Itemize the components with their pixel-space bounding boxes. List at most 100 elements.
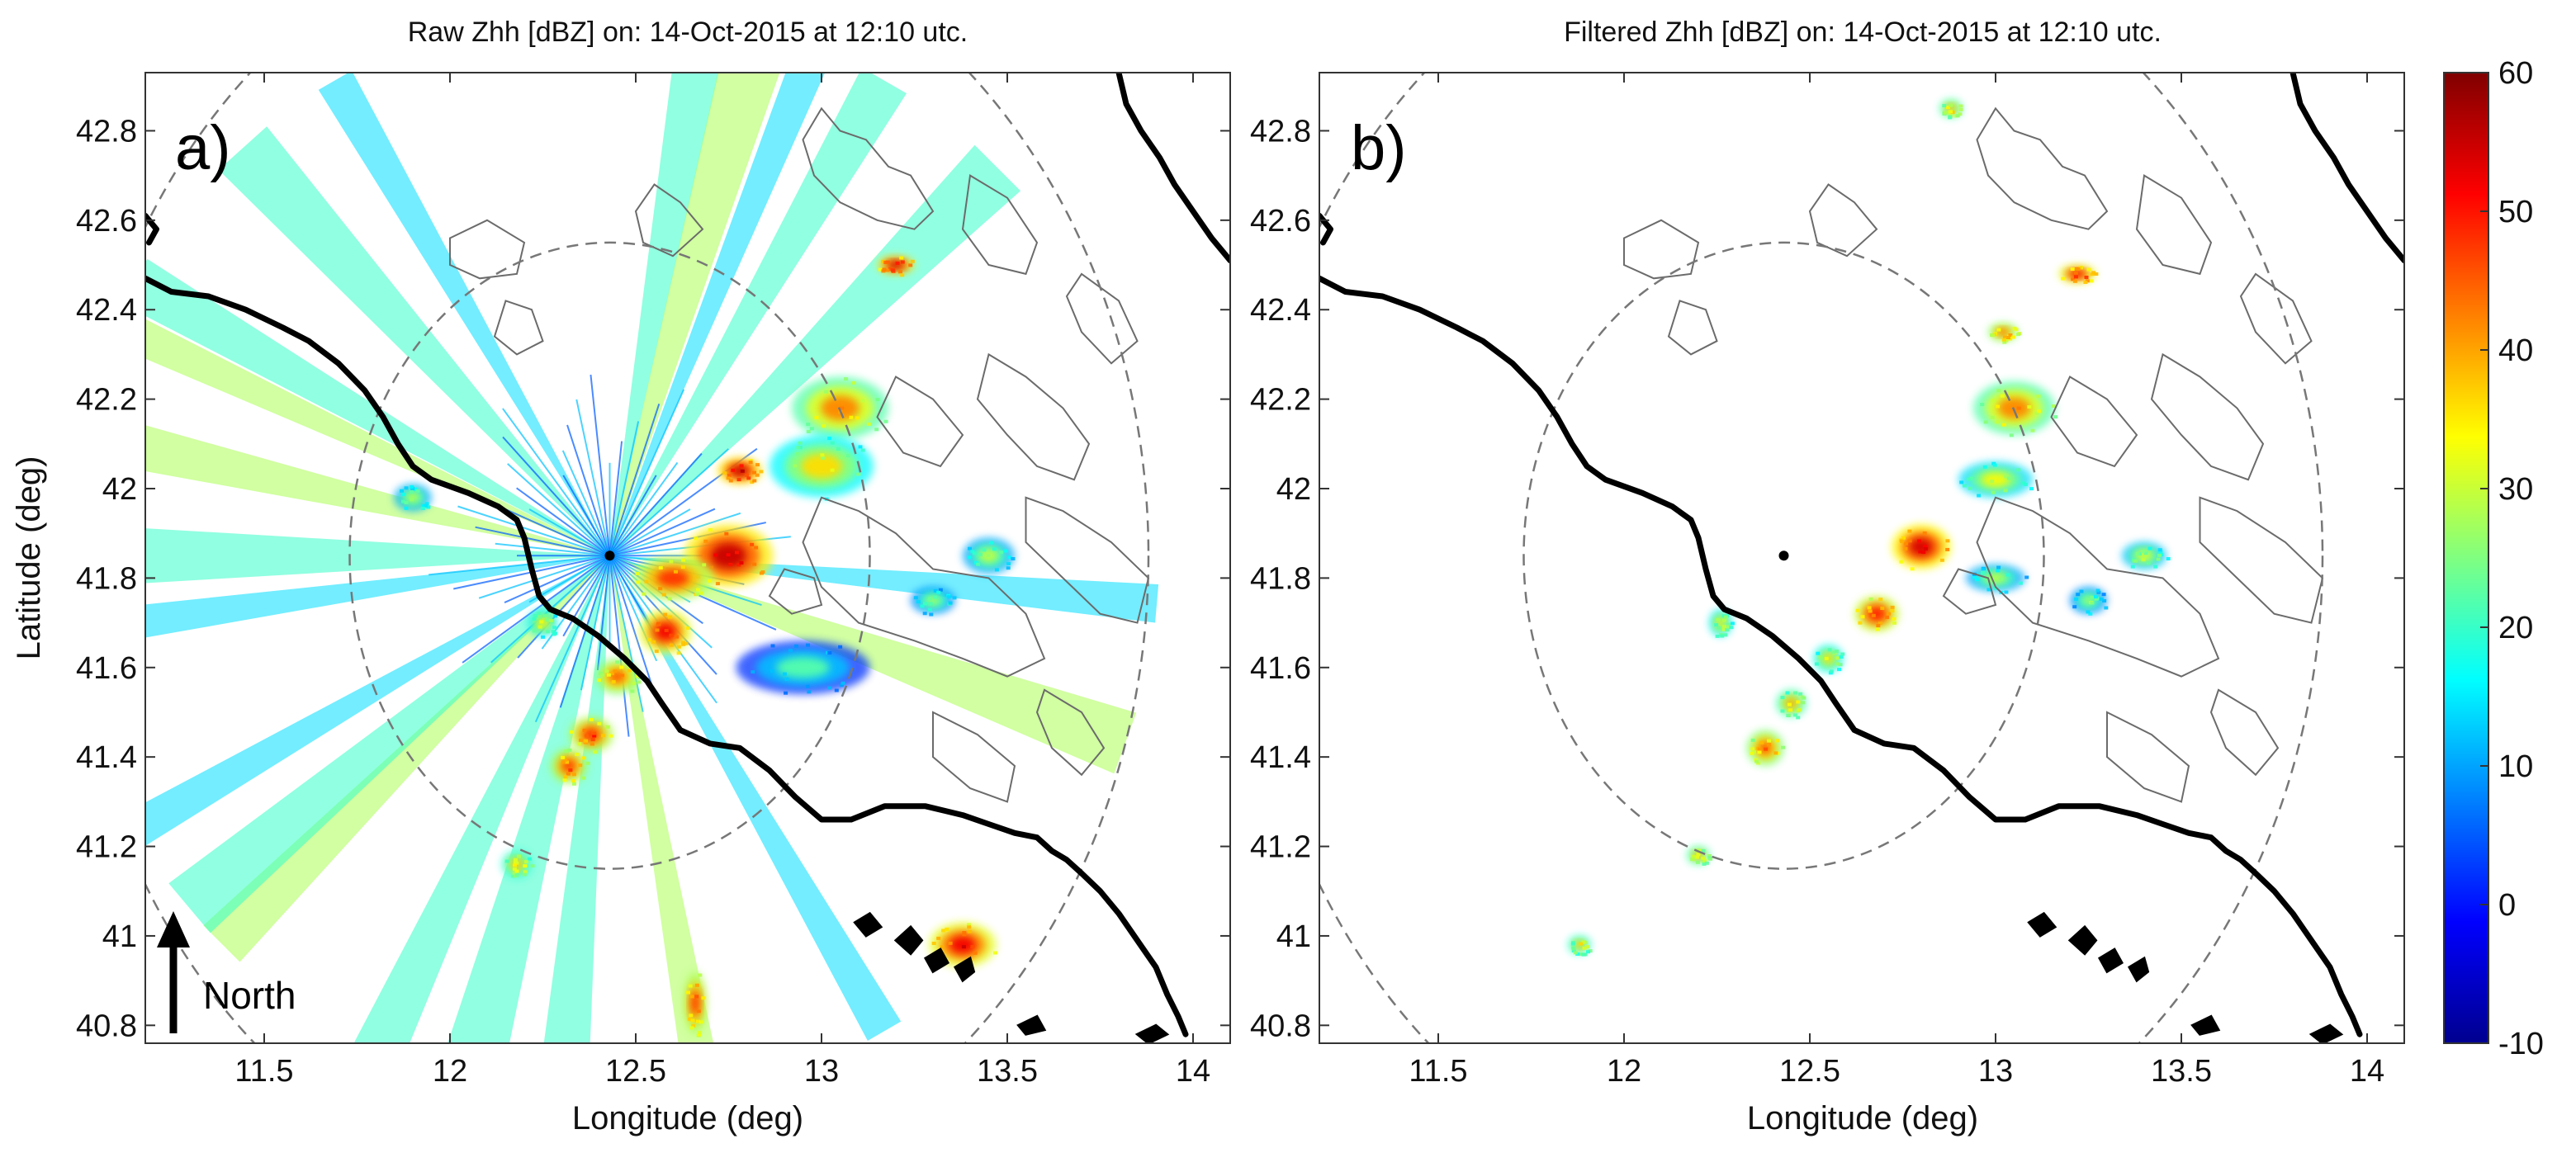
y-tick-label: 40.8 bbox=[1250, 1009, 1311, 1043]
near-clutter-ray bbox=[528, 508, 611, 557]
clutter-spoke bbox=[203, 555, 610, 962]
y-tick-label: 41.2 bbox=[1250, 830, 1311, 865]
near-clutter-ray bbox=[495, 542, 610, 557]
near-clutter-ray bbox=[608, 555, 653, 687]
terrain-contour bbox=[1808, 183, 1878, 258]
echo-cell bbox=[1776, 689, 1807, 720]
colorbar-tick-label: -10 bbox=[2498, 1027, 2544, 1061]
panel-filtered-title: Filtered Zhh [dBZ] on: 14-Oct-2015 at 12… bbox=[1564, 17, 2162, 48]
y-tick-label: 42 bbox=[102, 472, 137, 507]
clutter-spoke bbox=[354, 555, 610, 1043]
island bbox=[893, 924, 924, 956]
near-clutter-ray bbox=[608, 389, 685, 556]
island bbox=[2190, 1014, 2221, 1036]
x-tick-label: 12.5 bbox=[605, 1054, 666, 1089]
x-tick-label: 12 bbox=[1607, 1054, 1641, 1089]
x-tick-label: 11.5 bbox=[234, 1054, 293, 1089]
near-clutter-ray bbox=[457, 505, 610, 557]
terrain-contour bbox=[976, 352, 1091, 481]
echo-cell bbox=[1568, 935, 1593, 957]
raw-range-rings bbox=[145, 73, 1150, 1043]
island bbox=[2097, 947, 2124, 974]
y-tick-label: 41.6 bbox=[76, 651, 137, 686]
terrain-contour bbox=[1025, 496, 1150, 624]
colorbar-gradient bbox=[2443, 72, 2489, 1044]
filtered-echo-cells bbox=[1568, 99, 2171, 957]
panel-raw-frame bbox=[144, 72, 1231, 1044]
clutter-spoke bbox=[145, 528, 610, 584]
clutter-spoke bbox=[318, 73, 610, 556]
coastline-segment bbox=[145, 275, 1189, 1037]
terrain-contour bbox=[802, 106, 935, 230]
x-tick-label: 13 bbox=[804, 1054, 839, 1089]
clutter-spoke bbox=[168, 555, 610, 933]
terrain-contour bbox=[2199, 496, 2324, 624]
raw-echo-cells bbox=[394, 256, 1016, 1037]
y-tick-label: 41.2 bbox=[76, 830, 137, 865]
echo-cell bbox=[550, 748, 590, 786]
filtered-range-rings bbox=[1319, 73, 2324, 1043]
echo-cell bbox=[569, 716, 613, 754]
x-tick-label: 11.5 bbox=[1409, 1054, 1467, 1089]
near-clutter-ray bbox=[608, 555, 630, 737]
near-clutter-ray bbox=[608, 475, 657, 556]
near-clutter-ray bbox=[504, 555, 610, 603]
colorbar-tick-label: 20 bbox=[2498, 611, 2533, 645]
range-ring bbox=[1522, 241, 2045, 870]
island bbox=[2067, 924, 2098, 956]
coastline-segment bbox=[1115, 73, 1230, 264]
y-tick-label: 42.8 bbox=[1250, 114, 1311, 149]
echo-cell bbox=[736, 640, 870, 695]
near-clutter-ray bbox=[590, 374, 611, 556]
north-label: North bbox=[203, 974, 296, 1017]
island bbox=[1134, 1023, 1170, 1043]
north-arrow bbox=[157, 911, 190, 1033]
y-tick-label: 41 bbox=[1276, 919, 1311, 954]
terrain-contour bbox=[768, 568, 823, 615]
y-tick-label: 42.6 bbox=[76, 204, 137, 239]
near-clutter-ray bbox=[608, 403, 661, 556]
near-clutter-ray bbox=[517, 555, 611, 659]
x-tick-label: 13 bbox=[1978, 1054, 2013, 1089]
terrain-contour bbox=[634, 183, 704, 258]
clutter-spoke bbox=[609, 555, 1137, 774]
echo-cell bbox=[1988, 323, 2022, 344]
panel-raw-x-ticks: 11.5 12 12.5 13 13.5 14 bbox=[234, 73, 1210, 1089]
clutter-spoke bbox=[609, 555, 902, 1041]
echo-cell bbox=[684, 971, 707, 1037]
raw-terrain-contours bbox=[449, 106, 1150, 803]
near-clutter-ray bbox=[478, 555, 610, 599]
near-clutter-ray bbox=[608, 555, 644, 712]
colorbar-tick-label: 60 bbox=[2498, 56, 2533, 91]
echo-cell bbox=[1958, 461, 2034, 498]
terrain-contour bbox=[961, 173, 1039, 276]
terrain-contour bbox=[2050, 376, 2138, 468]
colorbar: -10 0 10 20 30 40 50 60 bbox=[2443, 56, 2544, 1061]
x-tick-label: 13.5 bbox=[2151, 1054, 2212, 1089]
x-tick-label: 12 bbox=[433, 1054, 467, 1089]
echo-cell bbox=[1709, 609, 1735, 638]
filtered-terrain-contours bbox=[1623, 106, 2324, 803]
island bbox=[853, 911, 883, 938]
echo-cell bbox=[1687, 846, 1713, 866]
x-tick-label: 14 bbox=[1176, 1054, 1210, 1089]
clutter-spoke bbox=[145, 425, 610, 556]
island bbox=[923, 947, 950, 974]
x-tick-label: 13.5 bbox=[977, 1054, 1038, 1089]
echo-cell bbox=[528, 609, 558, 639]
echo-cell bbox=[877, 256, 915, 277]
echo-cell bbox=[632, 555, 714, 601]
clutter-spoke bbox=[218, 126, 610, 556]
terrain-contour bbox=[1942, 568, 1997, 615]
y-tick-label: 41.4 bbox=[76, 740, 137, 775]
near-clutter-ray bbox=[429, 555, 610, 576]
y-tick-label: 41.6 bbox=[1250, 651, 1311, 686]
near-clutter-ray bbox=[609, 512, 741, 557]
y-tick-label: 42.2 bbox=[76, 383, 137, 418]
near-clutter-ray bbox=[561, 450, 611, 556]
colorbar-tick-label: 0 bbox=[2498, 888, 2516, 923]
echo-cell bbox=[2122, 542, 2171, 569]
echo-cell bbox=[1813, 645, 1845, 675]
panel-raw-title: Raw Zhh [dBZ] on: 14-Oct-2015 at 12:10 u… bbox=[408, 17, 968, 48]
terrain-contour bbox=[2150, 352, 2265, 481]
